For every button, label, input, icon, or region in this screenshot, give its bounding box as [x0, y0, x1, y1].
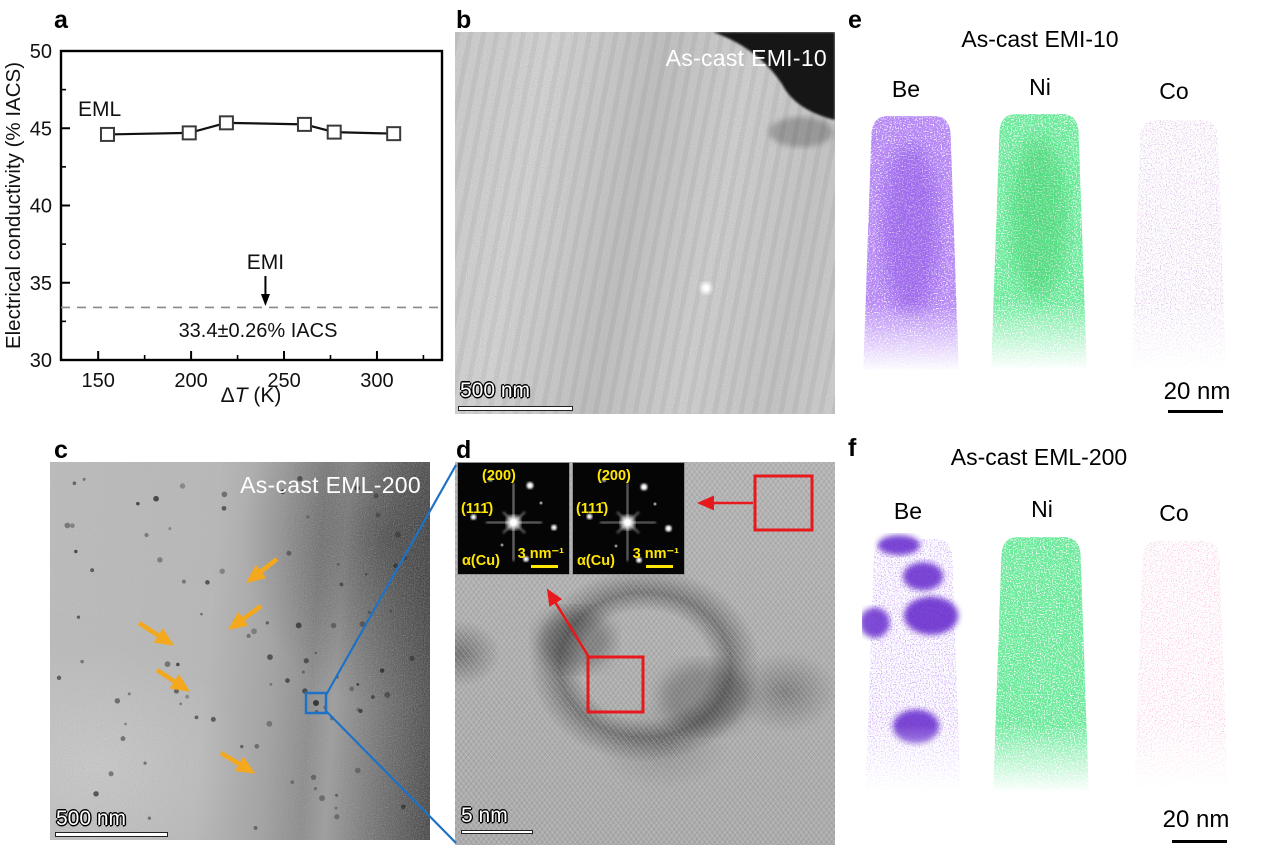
scale-bar — [1172, 840, 1227, 843]
element-label-ni: Ni — [1029, 74, 1051, 100]
panel-e-title: As-cast EMI-10 — [961, 26, 1119, 52]
hrtem-image: (200) (111̄) α(Cu) 3 nm⁻¹ — [455, 462, 835, 845]
scale-bar — [1168, 410, 1223, 413]
fft-pattern — [586, 478, 672, 563]
fft-scale-label: 3 nm⁻¹ — [632, 545, 679, 562]
scale-bar-label: 5 nm — [461, 804, 508, 827]
svg-text:45: 45 — [30, 118, 52, 140]
panel-a-label: a — [54, 6, 68, 34]
tem-eml200-decor — [50, 462, 430, 840]
fft-inset-precipitate: (200) (111̄) α(Cu) 3 nm⁻¹ — [457, 462, 570, 575]
apt-map-emi10-ni — [991, 114, 1087, 368]
element-label-be: Be — [893, 498, 923, 524]
svg-text:250: 250 — [267, 370, 300, 392]
apt-map-emi10-co — [1132, 120, 1226, 370]
precipitate-arrows — [137, 557, 279, 774]
scale-bar — [55, 832, 168, 837]
element-label-co: Co — [1159, 78, 1189, 104]
panel-c-label: c — [54, 436, 68, 464]
panel-f-title: As-cast EML-200 — [950, 444, 1128, 470]
be-rich-clusters — [862, 535, 959, 744]
svg-text:33.4±0.26% IACS: 33.4±0.26% IACS — [179, 320, 338, 342]
arrow-icon — [227, 604, 263, 630]
svg-text:50: 50 — [30, 41, 52, 63]
scale-bar — [461, 830, 533, 834]
panel-b-label: b — [456, 6, 472, 34]
scale-bar-label: 500 nm — [460, 379, 531, 402]
panel-d-label: d — [456, 436, 472, 464]
svg-text:EMI: EMI — [247, 251, 284, 274]
panel-f-label: f — [848, 434, 857, 462]
apt-map-eml200-ni — [993, 537, 1089, 791]
scale-bar-label: 20 nm — [1162, 806, 1230, 833]
plane-label-111: (111̄) — [576, 501, 609, 517]
apt-map-eml200-co — [1134, 540, 1228, 790]
plane-label-111: (111̄) — [461, 501, 494, 517]
svg-text:150: 150 — [81, 370, 114, 392]
fft-scale-label: 3 nm⁻¹ — [517, 545, 564, 562]
element-label-co: Co — [1159, 500, 1189, 526]
image-annotation: As-cast EML-200 — [240, 472, 421, 498]
fft-pattern — [470, 477, 557, 562]
tem-image-emi10: As-cast EMI-10 500 nm — [455, 32, 835, 414]
arrow-icon — [137, 621, 175, 646]
plane-label-200: (200) — [597, 468, 631, 484]
svg-text:Electrical conductivity (% IAC: Electrical conductivity (% IACS) — [2, 62, 25, 349]
phase-label: α(Cu) — [577, 552, 615, 569]
arrow-icon — [219, 751, 256, 774]
tem-image-eml200: As-cast EML-200 500 nm — [50, 462, 430, 840]
scale-bar — [458, 406, 573, 411]
scale-bar-label: 20 nm — [1163, 378, 1231, 405]
svg-text:40: 40 — [30, 196, 52, 218]
apt-map-eml200-be — [862, 535, 961, 791]
svg-text:35: 35 — [30, 273, 52, 295]
image-annotation: As-cast EMI-10 — [665, 45, 827, 71]
element-label-be: Be — [891, 76, 921, 102]
element-label-ni: Ni — [1031, 496, 1053, 522]
tem-emi10-decor — [455, 32, 835, 414]
svg-text:30: 30 — [30, 350, 52, 372]
arrow-icon — [246, 557, 279, 584]
scale-bar-label: 500 nm — [56, 807, 127, 830]
fft-scale-bar — [646, 565, 673, 568]
svg-text:ΔT (K): ΔT (K) — [221, 384, 282, 407]
fft-scale-bar — [531, 565, 558, 568]
precipitate-dots — [56, 475, 415, 830]
bright-spot — [700, 282, 712, 294]
conductivity-chart: 150 200 250 300 30 35 40 45 50 EML EMI 33.4±0.26% I… — [2, 41, 444, 407]
apt-map-emi10-be — [863, 116, 959, 370]
fft-inset-matrix: (200) (111̄) α(Cu) 3 nm⁻¹ — [572, 462, 685, 575]
phase-label: α(Cu) — [462, 552, 500, 569]
arrow-icon — [155, 668, 191, 692]
svg-text:300: 300 — [360, 370, 393, 392]
plane-label-200: (200) — [482, 468, 516, 484]
panel-e-label: e — [848, 6, 862, 34]
svg-text:200: 200 — [174, 370, 207, 392]
svg-text:EML: EML — [78, 98, 121, 121]
